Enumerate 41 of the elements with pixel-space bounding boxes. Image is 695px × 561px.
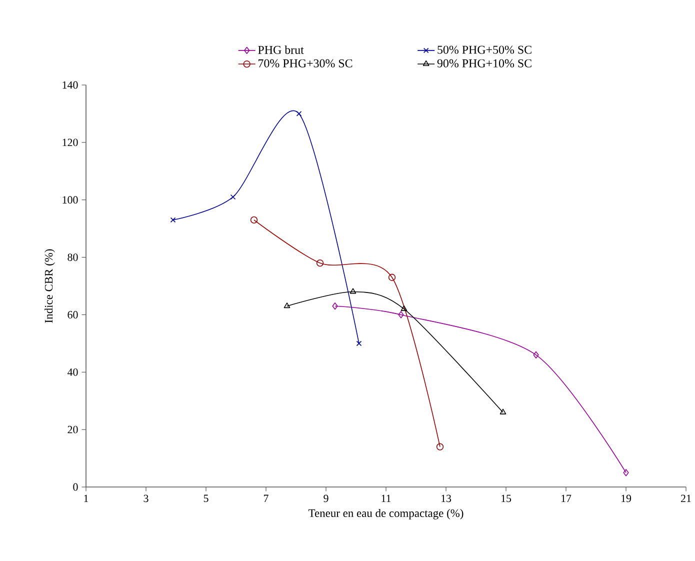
legend-label: PHG brut [258,46,304,54]
x-tick-label: 11 [382,494,391,502]
y-tick-label: 140 [62,81,78,89]
point [170,217,176,223]
x-tick-label: 3 [144,494,148,502]
point [356,340,362,346]
y-tick-label: 0 [73,483,78,491]
x-tick-label: 17 [561,494,572,502]
legend-label: 70% PHG+30% SC [258,59,352,68]
point [500,408,506,414]
x-axis-title: Teneur en eau de compactage (%) [308,508,464,520]
y-tick-label: 20 [68,426,78,434]
point [623,469,629,476]
point [284,302,290,308]
x-tick-label: 15 [501,494,512,502]
x-tick-label: 5 [204,494,208,502]
y-tick-label: 60 [68,311,78,318]
point [350,288,356,294]
point [400,305,408,311]
point [436,443,444,450]
y-axis-title: Indice CBR (%) [44,249,55,323]
point [250,216,258,224]
x-tick-label: 13 [441,494,452,502]
x-tick-label: 19 [621,494,632,502]
x-tick-label: 21 [681,494,691,502]
legend-label: 50% PHG+50% SC [438,46,532,54]
point [230,194,236,200]
point [388,274,396,281]
y-tick-label: 100 [62,196,78,204]
point [398,311,404,318]
point [316,259,324,267]
legend-label: 90% PHG+10% SC [437,59,532,68]
x-tick-label: 1 [84,494,88,502]
y-tick-label: 80 [68,254,78,261]
x-tick-label: 7 [264,494,268,502]
y-tick-label: 120 [62,138,78,146]
y-tick-label: 40 [67,368,78,376]
point [296,111,302,116]
x-tick-label: 9 [324,494,328,502]
point [533,351,539,358]
point [332,302,338,310]
